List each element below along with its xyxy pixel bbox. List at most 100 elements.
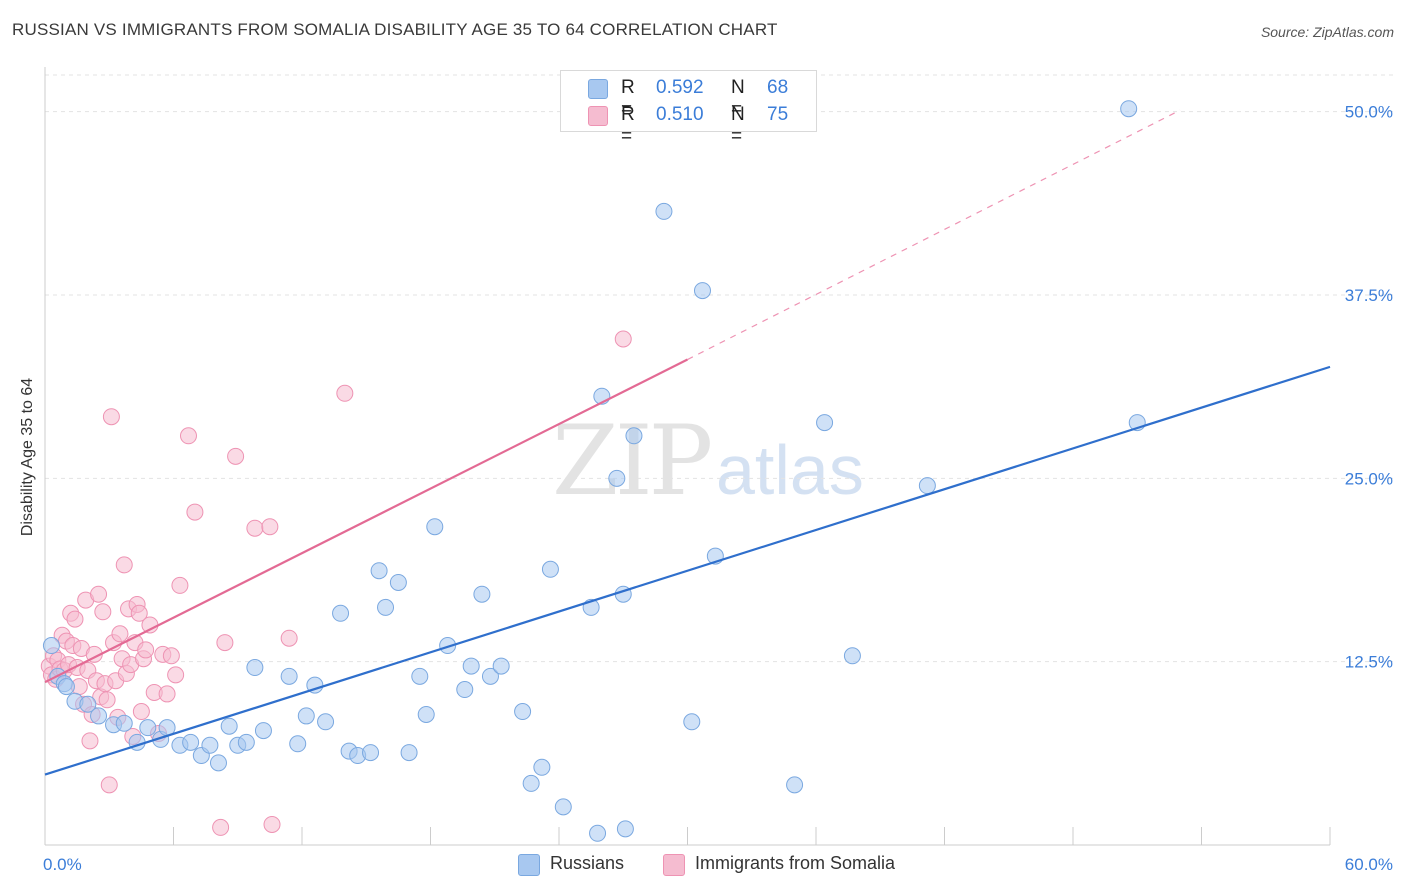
point-russians	[843, 647, 861, 665]
point-somalia	[263, 815, 281, 833]
trend-line-russians	[44, 365, 1331, 776]
point-russians	[317, 713, 335, 731]
point-somalia	[90, 585, 108, 603]
point-russians	[655, 202, 673, 220]
point-russians	[377, 598, 395, 616]
point-russians	[220, 717, 238, 735]
n-value: 68	[767, 77, 789, 98]
series-russians-points	[42, 100, 1146, 842]
point-russians	[362, 744, 380, 762]
x-tick-label-min: 0.0%	[43, 855, 82, 874]
russians-swatch	[588, 79, 608, 99]
point-russians	[481, 667, 499, 685]
point-russians	[400, 744, 418, 762]
point-somalia	[66, 610, 84, 628]
point-russians	[115, 714, 133, 732]
trend-extension-somalia	[687, 109, 1181, 361]
point-somalia	[132, 703, 150, 721]
russians-swatch	[518, 854, 540, 876]
point-russians	[514, 703, 532, 721]
point-russians	[254, 722, 272, 740]
point-russians	[816, 414, 834, 432]
point-russians	[417, 705, 435, 723]
point-russians	[209, 754, 227, 772]
point-russians	[289, 735, 307, 753]
point-somalia	[81, 732, 99, 750]
source-label: Source: ZipAtlas.com	[1260, 24, 1394, 40]
point-russians	[370, 562, 388, 580]
point-somalia	[186, 503, 204, 521]
point-russians	[201, 736, 219, 754]
point-russians	[389, 573, 407, 591]
point-somalia	[115, 556, 133, 574]
point-somalia	[111, 625, 129, 643]
r-label: R =	[621, 104, 635, 147]
y-tick-label: 37.5%	[1345, 286, 1393, 305]
point-russians	[332, 604, 350, 622]
n-label: N =	[731, 77, 745, 120]
y-tick-label: 12.5%	[1345, 653, 1393, 672]
point-somalia	[167, 666, 185, 684]
n-label: N =	[731, 104, 745, 147]
point-russians	[42, 637, 60, 655]
point-russians	[786, 776, 804, 794]
point-somalia	[137, 641, 155, 659]
point-somalia	[130, 604, 148, 622]
point-somalia	[280, 629, 298, 647]
point-russians	[608, 469, 626, 487]
point-somalia	[246, 519, 264, 537]
axes	[44, 67, 1331, 846]
tick-labels: 12.5% 25.0% 37.5% 50.0% 0.0% 60.0%	[43, 103, 1393, 874]
point-somalia	[614, 330, 632, 348]
point-russians	[411, 667, 429, 685]
point-russians	[139, 719, 157, 737]
point-russians	[625, 427, 643, 445]
point-russians	[1120, 100, 1138, 118]
point-russians	[90, 707, 108, 725]
point-russians	[456, 681, 474, 699]
point-somalia	[179, 427, 197, 445]
point-russians	[693, 282, 711, 300]
y-tick-label: 50.0%	[1345, 103, 1393, 122]
point-russians	[589, 824, 607, 842]
r-value: 0.592	[656, 77, 704, 98]
point-russians	[280, 667, 298, 685]
point-russians	[492, 657, 510, 675]
n-value: 75	[767, 104, 789, 125]
correlation-legend: R = 0.592 N = 68 R = 0.510 N = 75	[560, 70, 817, 147]
point-russians	[79, 695, 97, 713]
point-somalia	[158, 685, 176, 703]
point-somalia	[100, 776, 118, 794]
point-russians	[57, 678, 75, 696]
y-tick-label: 25.0%	[1345, 469, 1393, 488]
point-russians	[683, 713, 701, 731]
point-russians	[554, 798, 572, 816]
point-russians	[237, 733, 255, 751]
point-russians	[182, 733, 200, 751]
point-somalia	[227, 447, 245, 465]
trend-line-somalia	[44, 358, 688, 684]
legend-label: Immigrants from Somalia	[695, 853, 896, 873]
point-russians	[297, 707, 315, 725]
point-somalia	[94, 603, 112, 621]
point-somalia	[261, 518, 279, 536]
point-russians	[522, 774, 540, 792]
r-value: 0.510	[656, 104, 704, 125]
r-label: R =	[621, 77, 635, 120]
grid-lines	[45, 74, 1395, 663]
point-russians	[473, 585, 491, 603]
x-tick-label-max: 60.0%	[1345, 855, 1393, 874]
point-russians	[439, 637, 457, 655]
point-somalia	[336, 384, 354, 402]
point-russians	[616, 820, 634, 838]
point-somalia	[102, 408, 120, 426]
point-russians	[918, 477, 936, 495]
point-russians	[533, 758, 551, 776]
point-russians	[462, 657, 480, 675]
point-somalia	[171, 576, 189, 594]
legend-label: Russians	[550, 853, 625, 873]
point-russians	[426, 518, 444, 536]
point-somalia	[162, 647, 180, 665]
y-axis-title: Disability Age 35 to 64	[19, 377, 36, 537]
